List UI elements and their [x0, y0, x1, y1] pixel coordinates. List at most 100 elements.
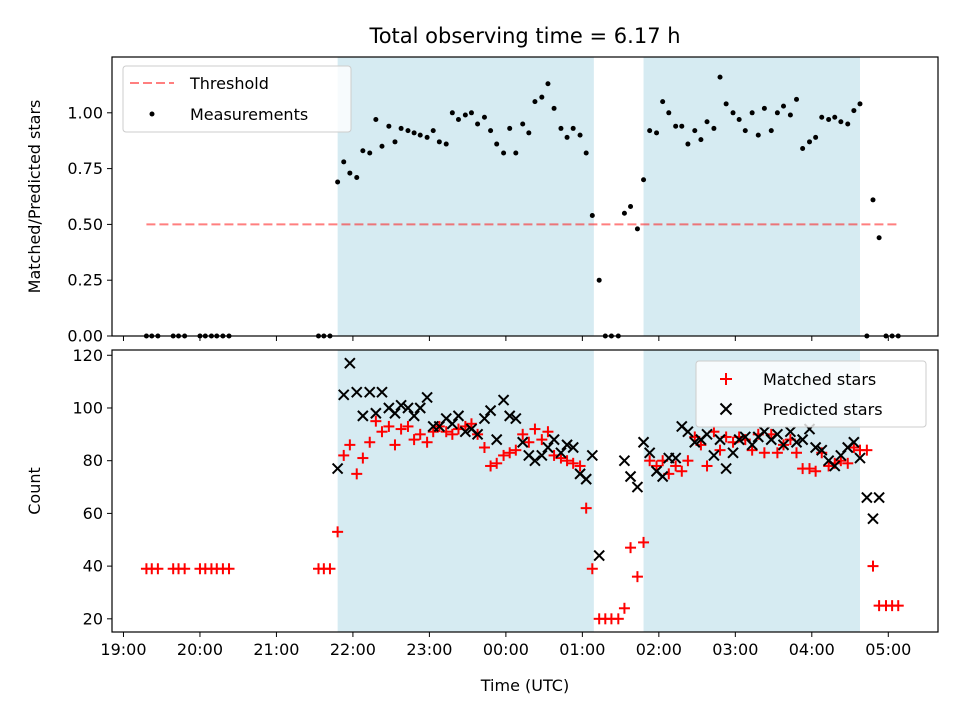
- measurement-point: [417, 132, 423, 138]
- measurement-point: [711, 125, 717, 131]
- predicted-star-point: [580, 473, 592, 485]
- predicted-star-point: [446, 418, 459, 430]
- measurement-point: [749, 110, 755, 116]
- predicted-star-point: [586, 449, 599, 462]
- measurement-point: [488, 128, 494, 134]
- top-panel: 0.00 0.25 0.50 0.75 1.00 Total observing tim…: [25, 24, 939, 346]
- matched-star-point: [804, 463, 816, 475]
- predicted-star-point: [854, 452, 866, 464]
- matched-star-point: [771, 447, 783, 459]
- matched-star-point: [682, 455, 694, 467]
- measurement-point: [628, 204, 634, 210]
- predicted-star-point: [490, 433, 503, 446]
- matched-star-point: [714, 444, 726, 456]
- y-tick-label: 40: [83, 557, 103, 576]
- x-tick-label: 23:00: [406, 640, 452, 659]
- measurement-point: [768, 128, 774, 134]
- matched-star-point: [644, 455, 656, 467]
- predicted-star-point: [720, 462, 732, 475]
- observing-window-1: [337, 57, 594, 336]
- matched-star-point: [427, 426, 439, 438]
- predicted-star-point: [548, 433, 560, 446]
- matched-star-point: [364, 436, 376, 448]
- x-axis-label: Time (UTC): [480, 676, 569, 695]
- predicted-star-point: [364, 386, 376, 398]
- y-tick-label: 100: [72, 398, 103, 417]
- legend-matched-swatch: [720, 373, 732, 385]
- measurement-point: [513, 150, 519, 156]
- x-tick-label: 00:00: [483, 640, 529, 659]
- measurement-point: [443, 141, 449, 147]
- measurement-point: [647, 128, 653, 134]
- matched-star-point: [580, 502, 592, 514]
- matched-star-point: [478, 442, 490, 454]
- measurement-point: [857, 101, 863, 107]
- matched-star-point: [670, 460, 682, 472]
- measurement-point: [468, 110, 474, 116]
- matched-star-point: [555, 452, 567, 464]
- x-tick-label: 01:00: [559, 640, 605, 659]
- predicted-star-point: [816, 444, 828, 456]
- matched-star-point: [586, 563, 598, 575]
- measurement-point: [832, 114, 838, 120]
- bottom-x-ticks: 19:00 20:00 21:00 22:00 23:00 00:00 01:00 02:00…: [100, 632, 911, 659]
- measurement-point: [736, 116, 742, 122]
- matched-star-point: [867, 560, 879, 572]
- measurement-point: [564, 134, 570, 140]
- measurement-point: [392, 139, 398, 145]
- matched-star-point: [542, 426, 554, 438]
- measurement-point: [424, 134, 430, 140]
- measurement-point: [341, 159, 347, 165]
- measurement-point: [520, 121, 526, 127]
- measurement-point: [430, 128, 436, 134]
- matched-star-point: [179, 563, 191, 575]
- predicted-star-point: [848, 436, 860, 448]
- matched-star-point: [389, 439, 401, 451]
- measurement-point: [774, 110, 780, 116]
- matched-star-point: [504, 447, 516, 459]
- predicted-star-point: [529, 454, 541, 467]
- matched-star-point: [440, 426, 452, 438]
- matched-star-point: [332, 526, 344, 538]
- observing-window-1: [337, 350, 594, 632]
- predicted-star-point: [408, 410, 420, 422]
- predicted-star-point: [708, 449, 720, 462]
- y-tick-label: 80: [83, 451, 103, 470]
- matched-star-point: [536, 434, 548, 446]
- predicted-star-point: [471, 428, 484, 441]
- predicted-star-point: [542, 441, 554, 454]
- matched-star-point: [861, 444, 873, 456]
- matched-star-point: [758, 447, 770, 459]
- measurement-point: [551, 105, 557, 111]
- predicted-star-point: [561, 439, 573, 451]
- predicted-star-point: [478, 412, 491, 425]
- measurement-point: [386, 123, 392, 129]
- top-x-ticks: [122, 336, 889, 341]
- y-tick-label: 0.25: [67, 271, 103, 290]
- predicted-star-point: [771, 428, 784, 441]
- measurement-point: [692, 128, 698, 134]
- predicted-star-point: [790, 436, 803, 448]
- matched-star-point: [446, 428, 458, 440]
- bottom-y-ticks: 20 40 60 80 100 120: [72, 346, 112, 628]
- measurement-point: [398, 125, 404, 131]
- predicted-star-point: [796, 433, 809, 446]
- predicted-star-point: [357, 410, 369, 422]
- predicted-star-point: [516, 436, 529, 448]
- matched-star-point: [338, 449, 350, 461]
- predicted-star-point: [867, 512, 879, 525]
- measurement-point: [685, 141, 691, 147]
- bottom-panel: 20 40 60 80 100 120 19:00 20:00 21:00 22:00 23:00…: [25, 346, 939, 695]
- y-tick-label: 0.00: [67, 327, 103, 346]
- measurement-point: [583, 150, 589, 156]
- x-tick-label: 03:00: [712, 640, 758, 659]
- matched-star-point: [465, 418, 477, 430]
- predicted-star-point: [484, 404, 497, 417]
- measurement-point: [449, 110, 455, 116]
- predicted-star-point: [669, 452, 682, 464]
- matched-star-point: [631, 571, 643, 583]
- predicted-star-point: [395, 399, 407, 412]
- measurement-point: [673, 123, 679, 129]
- matched-star-point: [510, 444, 522, 456]
